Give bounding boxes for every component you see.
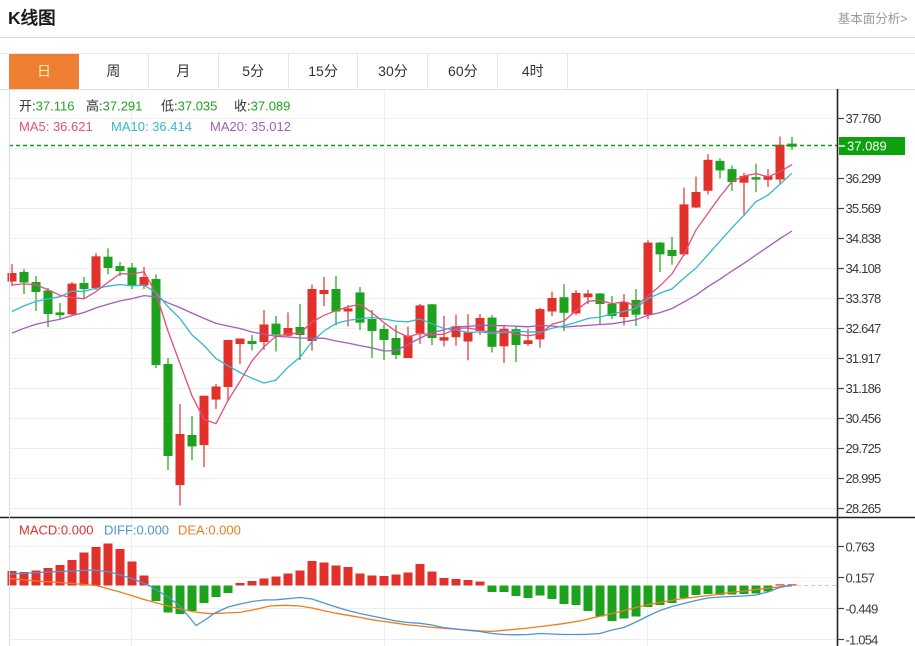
svg-text:31.186: 31.186 [846, 381, 882, 396]
svg-text:35.569: 35.569 [846, 201, 882, 216]
svg-text:0.763: 0.763 [846, 539, 875, 554]
svg-text:30.456: 30.456 [846, 411, 882, 426]
svg-text:29.725: 29.725 [846, 441, 882, 456]
svg-text:31.917: 31.917 [846, 351, 882, 366]
svg-text:28.995: 28.995 [846, 471, 882, 486]
svg-text:34.108: 34.108 [846, 261, 882, 276]
svg-text:37.089: 37.089 [847, 139, 887, 154]
svg-text:-0.449: -0.449 [846, 601, 879, 616]
svg-text:36.299: 36.299 [846, 171, 882, 186]
svg-text:34.838: 34.838 [846, 231, 882, 246]
svg-text:28.265: 28.265 [846, 501, 882, 516]
svg-text:33.378: 33.378 [846, 291, 882, 306]
svg-text:0.157: 0.157 [846, 570, 875, 585]
svg-text:-1.054: -1.054 [846, 632, 879, 646]
svg-text:32.647: 32.647 [846, 321, 882, 336]
svg-text:37.760: 37.760 [846, 111, 882, 126]
